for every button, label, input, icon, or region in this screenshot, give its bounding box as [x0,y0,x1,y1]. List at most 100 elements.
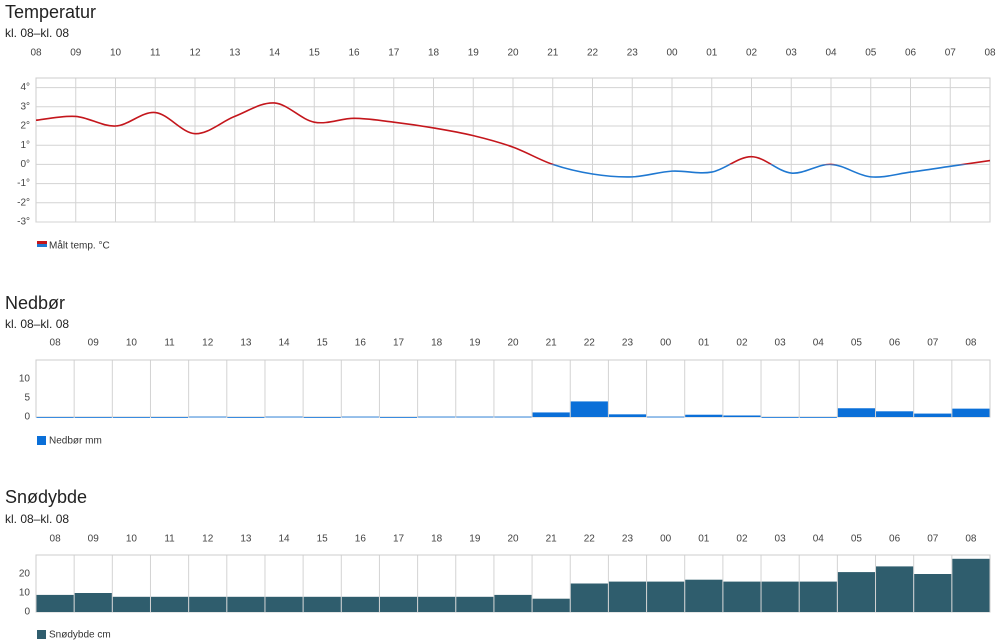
x-tick-label: 16 [355,338,367,349]
x-tick-label: 12 [189,48,201,59]
x-tick-label: 18 [428,48,440,59]
x-tick-label: 18 [431,534,443,545]
x-tick-label: 11 [150,48,161,59]
x-tick-label: 13 [229,48,241,59]
x-tick-label: 07 [927,338,939,349]
bar [761,417,799,418]
x-tick-label: 08 [965,338,977,349]
x-tick-label: 03 [775,534,787,545]
x-tick-label: 04 [813,534,825,545]
x-tick-label: 19 [469,338,481,349]
x-tick-label: 09 [70,48,82,59]
bar [532,598,570,612]
x-tick-label: 07 [945,48,957,59]
x-tick-label: 15 [317,534,329,545]
y-tick-label: -1° [17,178,30,189]
bar [837,408,876,417]
bar [570,401,608,417]
y-tick-label: 10 [19,588,31,599]
x-tick-label: 18 [431,338,443,349]
y-tick-label: -3° [17,217,30,228]
legend-label: Nedbør mm [49,436,102,447]
x-tick-label: 02 [746,48,758,59]
y-tick-label: 1° [20,140,30,151]
x-tick-label: 03 [775,338,787,349]
bar [914,413,952,417]
x-tick-label: 21 [546,338,558,349]
x-tick-label: 13 [240,534,252,545]
bar [36,594,74,612]
bar [341,416,379,418]
x-tick-label: 17 [393,338,405,349]
bar [265,416,303,418]
y-tick-label: 0° [20,159,30,170]
bar [532,412,570,417]
x-tick-label: 15 [317,338,329,349]
bar [379,417,418,418]
bar [227,417,265,418]
bar [418,416,456,418]
x-tick-label: 03 [786,48,798,59]
bar [876,566,914,612]
x-tick-label: 16 [348,48,360,59]
chart-title: Nedbør [5,293,65,313]
x-tick-label: 22 [584,534,596,545]
bar [379,596,418,612]
x-tick-label: 01 [706,48,718,59]
x-tick-label: 07 [927,534,939,545]
bar [150,417,189,418]
x-tick-label: 01 [698,534,710,545]
x-tick-label: 06 [905,48,917,59]
y-tick-label: 4° [20,82,30,93]
x-tick-label: 20 [507,338,519,349]
x-tick-label: 11 [164,534,175,545]
bar [570,583,608,612]
x-tick-label: 23 [622,338,634,349]
bar [494,416,532,418]
y-tick-label: 20 [19,569,31,580]
x-tick-label: 08 [30,48,42,59]
bar [227,596,265,612]
temperature-line [550,164,970,178]
bar [608,414,647,417]
bar [647,416,685,418]
x-tick-label: 06 [889,338,901,349]
x-tick-label: 11 [164,338,175,349]
bar [685,414,723,417]
bar [265,596,303,612]
bar [303,417,341,418]
x-tick-label: 08 [50,534,62,545]
x-tick-label: 09 [88,338,100,349]
x-tick-label: 04 [813,338,825,349]
bar [36,417,74,418]
x-tick-label: 21 [547,48,559,59]
y-tick-label: 2° [20,121,30,132]
x-tick-label: 10 [126,338,138,349]
x-tick-label: 19 [468,48,480,59]
x-tick-label: 08 [965,534,977,545]
chart-subtitle: kl. 08–kl. 08 [5,512,69,526]
x-tick-label: 13 [240,338,252,349]
legend-label: Snødybde cm [49,630,111,641]
x-tick-label: 09 [88,534,100,545]
legend-icon [37,630,46,639]
x-tick-label: 22 [584,338,596,349]
bar [799,417,837,418]
bar [761,581,799,612]
bar [341,596,379,612]
x-tick-label: 23 [622,534,634,545]
bar [150,596,189,612]
x-tick-label: 02 [736,338,748,349]
x-tick-label: 14 [278,338,290,349]
bar [456,596,494,612]
legend-icon [37,244,47,247]
bar [723,415,761,417]
bar [112,417,150,418]
x-tick-label: 00 [666,48,678,59]
x-tick-label: 04 [825,48,837,59]
x-tick-label: 14 [278,534,290,545]
bar [723,581,761,612]
x-tick-label: 00 [660,338,672,349]
y-tick-label: 10 [19,374,31,385]
